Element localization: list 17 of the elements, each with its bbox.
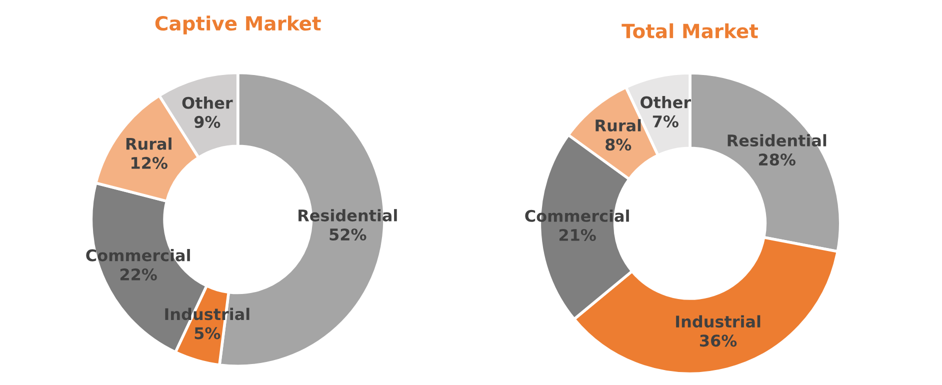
data-label: 8% <box>606 138 632 151</box>
chart-title: Total Market <box>622 23 758 38</box>
data-label: 5% <box>194 327 220 340</box>
data-label: 9% <box>194 116 220 128</box>
data-label: 36% <box>700 334 737 347</box>
slice-label: Rural <box>126 138 172 150</box>
data-label: 7% <box>652 115 678 128</box>
slice-label: Other <box>640 96 692 108</box>
data-label: 22% <box>120 268 157 280</box>
slice-label: Rural <box>596 119 641 132</box>
slice-label: Industrial <box>676 315 760 328</box>
data-label: 28% <box>759 154 796 166</box>
chart-title: Captive Market <box>155 16 321 34</box>
data-label: 52% <box>330 228 366 241</box>
slice-label: Other <box>182 96 233 109</box>
data-label: 21% <box>559 228 596 242</box>
data-label: 12% <box>132 156 168 169</box>
